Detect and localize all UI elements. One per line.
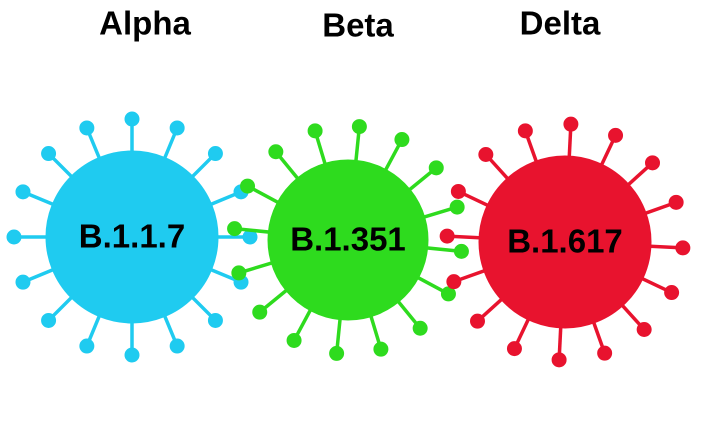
spike-tip: [124, 347, 140, 363]
spike-tip: [551, 352, 567, 368]
variant-name: Beta: [322, 7, 394, 44]
spike-tip: [675, 240, 691, 256]
spike-tip: [240, 178, 256, 194]
spike-tip: [478, 146, 494, 162]
spike-tip: [79, 120, 95, 136]
spike-tip: [645, 155, 661, 171]
lineage-label: B.1.351: [290, 221, 406, 258]
spike-tip: [41, 312, 57, 328]
spike-tip: [307, 123, 323, 139]
spike-tip: [15, 184, 31, 200]
spike-tip: [668, 194, 684, 210]
spike-tip: [440, 286, 456, 302]
spike-tip: [231, 265, 247, 281]
viruses: [6, 111, 691, 368]
spike-tip: [450, 183, 466, 199]
spike-tip: [268, 144, 284, 160]
spike-tip: [664, 285, 680, 301]
spike-tip: [373, 341, 389, 357]
spike-tip: [597, 345, 613, 361]
lineage-label: B.1.1.7: [79, 218, 185, 255]
virus-body: [45, 150, 219, 324]
spike-tip: [439, 228, 455, 244]
spike-tip: [453, 243, 469, 259]
virus-body: [267, 159, 429, 321]
spike-tip: [506, 341, 522, 357]
spike-tip: [6, 229, 22, 245]
lineage-label: B.1.617: [507, 223, 623, 260]
spike-tip: [394, 132, 410, 148]
spike-tip: [79, 338, 95, 354]
virus-body: [478, 155, 652, 329]
spike-tip: [286, 332, 302, 348]
spike-tip: [449, 199, 465, 215]
spike-tip: [169, 120, 185, 136]
variant-name: Delta: [520, 5, 601, 42]
spike-tip: [252, 304, 268, 320]
spike-tip: [608, 127, 624, 143]
spike-tip: [41, 146, 57, 162]
spike-tip: [207, 312, 223, 328]
spike-tip: [446, 274, 462, 290]
spike-tip: [124, 111, 140, 127]
spike-tip: [563, 116, 579, 132]
variant-name: Alpha: [99, 5, 191, 42]
spike-tip: [428, 160, 444, 176]
spike-tip: [15, 274, 31, 290]
spike-tip: [636, 322, 652, 338]
spike-tip: [412, 320, 428, 336]
spike-tip: [169, 338, 185, 354]
spike-tip: [207, 146, 223, 162]
spike-tip: [329, 345, 345, 361]
spike-tip: [469, 313, 485, 329]
spike-tip: [227, 221, 243, 237]
spike-tip: [517, 123, 533, 139]
spike-tip: [351, 119, 367, 135]
